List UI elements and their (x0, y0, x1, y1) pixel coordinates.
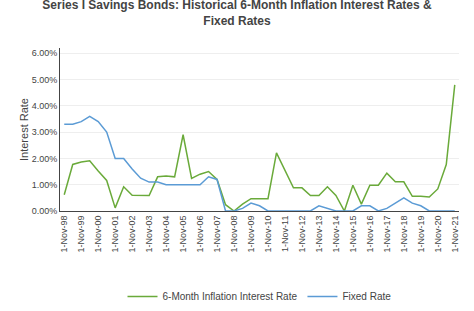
svg-text:2.00%: 2.00% (32, 154, 58, 164)
svg-text:1-Nov-03: 1-Nov-03 (144, 216, 154, 253)
svg-text:1-Nov-18: 1-Nov-18 (399, 216, 409, 253)
svg-text:1-Nov-00: 1-Nov-00 (93, 216, 103, 253)
svg-text:5.00%: 5.00% (32, 75, 58, 85)
svg-text:1-Nov-16: 1-Nov-16 (365, 216, 375, 253)
svg-text:4.00%: 4.00% (32, 101, 58, 111)
svg-text:Interest Rate: Interest Rate (18, 98, 30, 161)
svg-text:6-Month Inflation Interest Rat: 6-Month Inflation Interest Rate (163, 291, 298, 302)
svg-text:1-Nov-13: 1-Nov-13 (314, 216, 324, 253)
svg-text:1-Nov-07: 1-Nov-07 (212, 216, 222, 253)
svg-text:1-Nov-05: 1-Nov-05 (178, 216, 188, 253)
svg-text:Fixed Rate: Fixed Rate (342, 291, 391, 302)
svg-text:1-Nov-09: 1-Nov-09 (246, 216, 256, 253)
svg-text:1-Nov-20: 1-Nov-20 (433, 216, 443, 253)
svg-text:0.00%: 0.00% (32, 206, 58, 216)
svg-text:Series I Savings Bonds: Histor: Series I Savings Bonds: Historical 6-Mon… (42, 0, 432, 28)
svg-text:1-Nov-98: 1-Nov-98 (59, 216, 69, 253)
svg-text:1-Nov-17: 1-Nov-17 (382, 216, 392, 253)
svg-text:1-Nov-02: 1-Nov-02 (127, 216, 137, 253)
svg-text:1-Nov-19: 1-Nov-19 (416, 216, 426, 253)
svg-text:1-Nov-15: 1-Nov-15 (348, 216, 358, 253)
svg-text:1-Nov-99: 1-Nov-99 (76, 216, 86, 253)
svg-text:1-Nov-21: 1-Nov-21 (450, 216, 460, 253)
svg-text:1-Nov-01: 1-Nov-01 (110, 216, 120, 253)
svg-text:3.00%: 3.00% (32, 127, 58, 137)
svg-text:1-Nov-06: 1-Nov-06 (195, 216, 205, 253)
svg-text:6.00%: 6.00% (32, 48, 58, 58)
svg-text:1.00%: 1.00% (32, 180, 58, 190)
svg-text:1-Nov-14: 1-Nov-14 (331, 216, 341, 253)
svg-text:1-Nov-10: 1-Nov-10 (263, 216, 273, 253)
svg-text:1-Nov-08: 1-Nov-08 (229, 216, 239, 253)
svg-text:1-Nov-11: 1-Nov-11 (280, 216, 290, 252)
svg-text:1-Nov-12: 1-Nov-12 (297, 216, 307, 253)
svg-text:1-Nov-04: 1-Nov-04 (161, 216, 171, 253)
